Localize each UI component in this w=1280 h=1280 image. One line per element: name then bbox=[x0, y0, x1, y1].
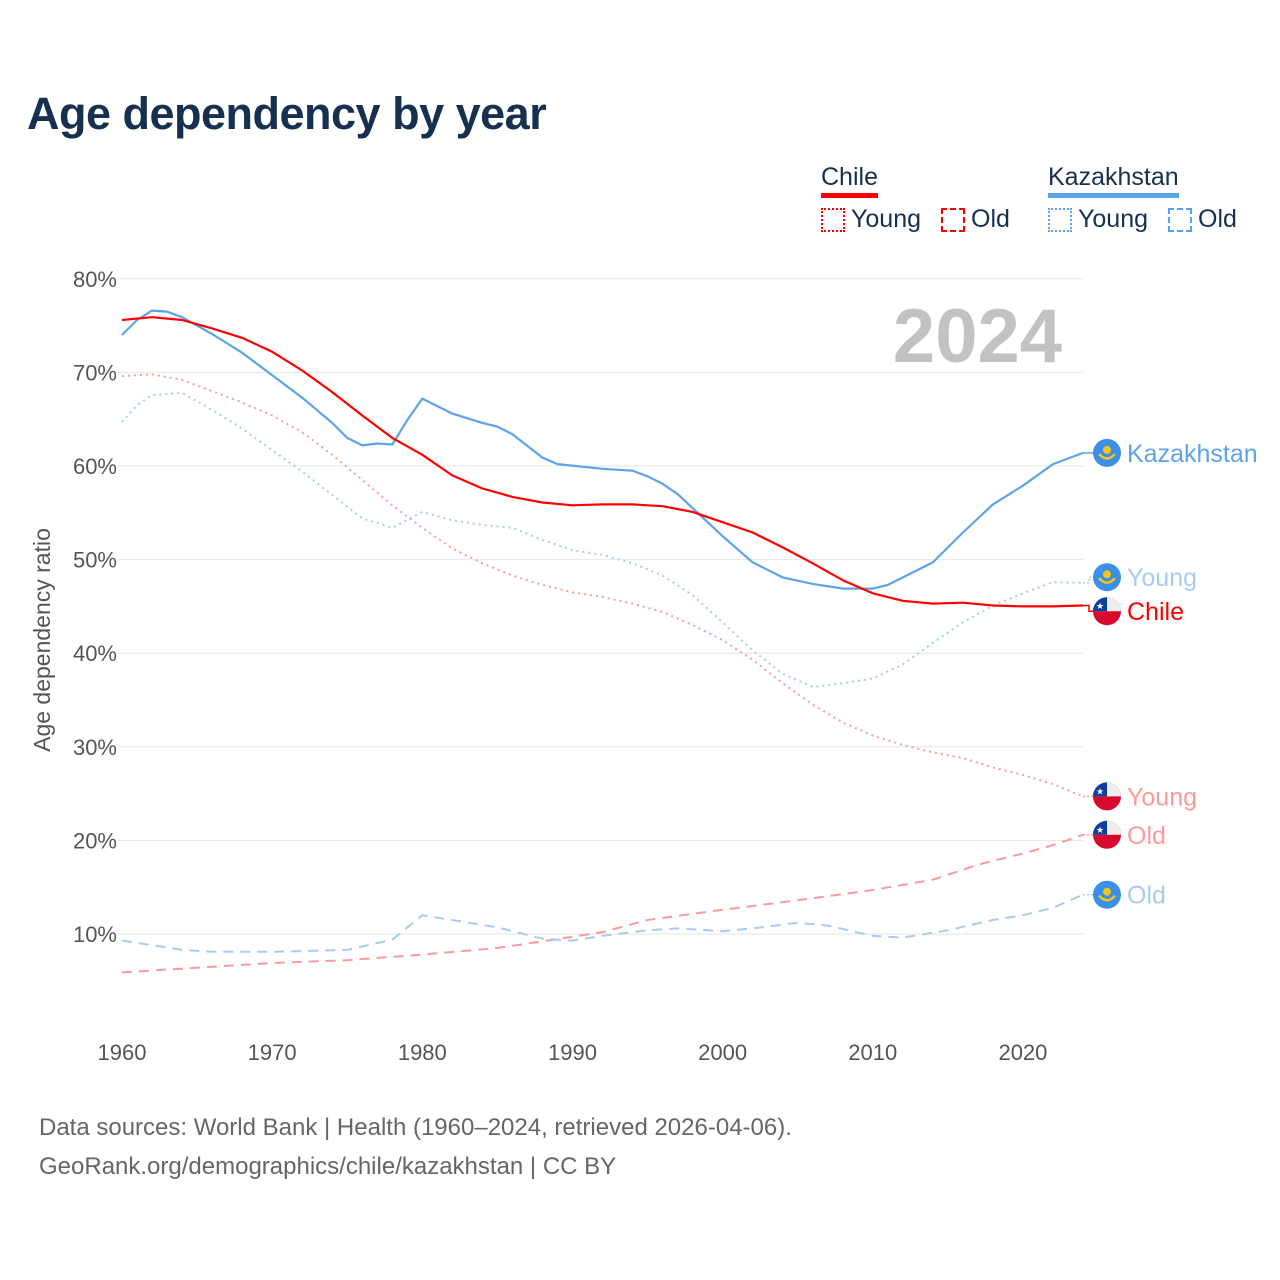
legend-kazakhstan-young[interactable]: Young bbox=[1048, 205, 1148, 234]
end-label-text: Old bbox=[1127, 882, 1166, 910]
legend-line-swatch bbox=[1048, 193, 1179, 198]
label-connector bbox=[1083, 576, 1095, 584]
flag-blue bbox=[1093, 820, 1107, 835]
legend-line-swatch bbox=[821, 193, 878, 198]
dashed-swatch-icon bbox=[1168, 207, 1192, 232]
end-label-kazakhstan-old[interactable]: Old bbox=[1083, 880, 1166, 910]
legend-kazakhstan-old[interactable]: Old bbox=[1168, 205, 1237, 234]
x-tick-label: 1990 bbox=[548, 1040, 597, 1065]
end-label-text: Young bbox=[1127, 783, 1197, 811]
end-label-kazakhstan[interactable]: Kazakhstan bbox=[1083, 438, 1258, 468]
x-tick-label: 2020 bbox=[998, 1040, 1047, 1065]
legend-label: Young bbox=[851, 205, 921, 233]
flag-eagle bbox=[1098, 577, 1116, 584]
flag-star: ★ bbox=[1096, 825, 1104, 835]
series-line-kazakhstan-old bbox=[121, 893, 1084, 953]
flag-sun bbox=[1103, 445, 1111, 454]
y-axis-label: Age dependency ratio bbox=[29, 528, 55, 752]
series-line-chile bbox=[121, 316, 1084, 608]
y-tick-label: 50% bbox=[73, 548, 117, 573]
attribution-link[interactable]: GeoRank.org/demographics/chile/kazakhsta… bbox=[39, 1153, 617, 1180]
flag-sun bbox=[1103, 570, 1111, 579]
y-tick-label: 60% bbox=[73, 454, 117, 479]
series-line-kazakhstan bbox=[121, 309, 1084, 590]
y-tick-label: 20% bbox=[73, 828, 117, 853]
end-label-text: Young bbox=[1127, 564, 1197, 592]
legend-country-chile[interactable]: Chile bbox=[821, 163, 878, 198]
x-tick-label: 1960 bbox=[98, 1040, 147, 1065]
y-tick-label: 40% bbox=[73, 641, 117, 666]
series-lines bbox=[121, 309, 1084, 974]
label-connector bbox=[1083, 604, 1095, 612]
legend-country-label: Kazakhstan bbox=[1048, 163, 1179, 191]
end-label-chile-old[interactable]: ★ Old bbox=[1083, 820, 1166, 850]
x-tick-label: 2000 bbox=[698, 1040, 747, 1065]
x-axis: 1960 1970 1980 1990 2000 2010 2020 bbox=[98, 1040, 1048, 1065]
end-label-chile-young[interactable]: ★ Young bbox=[1083, 782, 1197, 811]
flag-blue bbox=[1093, 597, 1107, 612]
flag-sun bbox=[1103, 887, 1111, 896]
chart-title: Age dependency by year bbox=[27, 88, 547, 139]
series-line-chile-old bbox=[121, 833, 1084, 974]
dotted-swatch-icon bbox=[1048, 207, 1072, 232]
y-tick-label: 80% bbox=[73, 267, 117, 292]
flag-blue bbox=[1093, 782, 1107, 797]
legend-label: Old bbox=[971, 205, 1010, 233]
legend-country-label: Chile bbox=[821, 163, 878, 191]
gridlines bbox=[118, 278, 1083, 935]
end-label-text: Kazakhstan bbox=[1127, 440, 1258, 468]
y-tick-label: 70% bbox=[73, 360, 117, 385]
legend-country-kazakhstan[interactable]: Kazakhstan bbox=[1048, 163, 1179, 198]
source-text: Data sources: World Bank | Health (1960–… bbox=[39, 1114, 792, 1141]
dashed-swatch-icon bbox=[941, 207, 965, 232]
flag-eagle bbox=[1098, 453, 1116, 460]
x-tick-label: 2010 bbox=[848, 1040, 897, 1065]
year-watermark: 2024 bbox=[893, 294, 1062, 379]
x-tick-label: 1970 bbox=[248, 1040, 297, 1065]
legend-chile-old[interactable]: Old bbox=[941, 205, 1010, 234]
end-label-chile[interactable]: ★ Chile bbox=[1083, 597, 1184, 626]
end-label-kazakhstan-young[interactable]: Young bbox=[1083, 563, 1197, 592]
series-line-kazakhstan-young bbox=[121, 392, 1084, 688]
legend-label: Old bbox=[1198, 205, 1237, 233]
flag-star: ★ bbox=[1096, 601, 1104, 611]
y-tick-label: 30% bbox=[73, 735, 117, 760]
end-labels: Kazakhstan Young ★ Chile ★ Young ★ Old Old bbox=[1083, 438, 1258, 910]
y-axis: 10% 20% 30% 40% 50% 60% 70% 80% bbox=[73, 267, 117, 947]
flag-eagle bbox=[1098, 894, 1116, 902]
legend-chile-young[interactable]: Young bbox=[821, 205, 921, 234]
y-tick-label: 10% bbox=[73, 922, 117, 947]
footer: Data sources: World Bank | Health (1960–… bbox=[39, 1108, 792, 1186]
x-tick-label: 1980 bbox=[398, 1040, 447, 1065]
flag-star: ★ bbox=[1096, 786, 1104, 796]
dotted-swatch-icon bbox=[821, 207, 845, 232]
legend-label: Young bbox=[1078, 205, 1148, 233]
end-label-text: Chile bbox=[1127, 598, 1184, 626]
end-label-text: Old bbox=[1127, 822, 1166, 850]
series-line-chile-young bbox=[121, 373, 1084, 798]
